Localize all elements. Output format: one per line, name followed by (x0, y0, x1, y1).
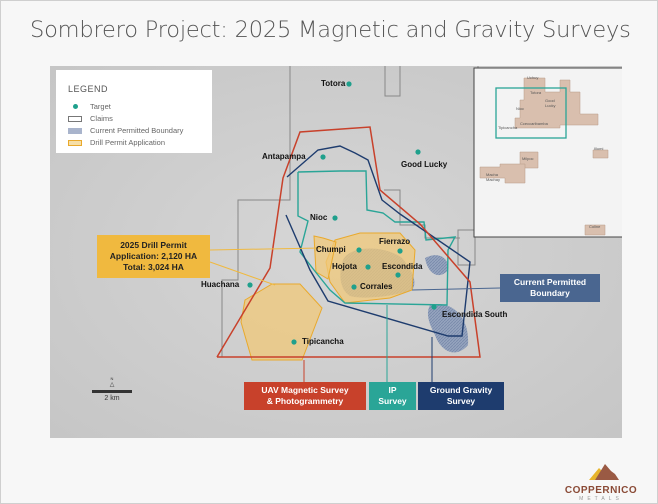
target-label: Totora (321, 79, 346, 88)
target-label: Fierrazo (379, 237, 411, 246)
coppernico-logo: COPPERNICO METALS (558, 462, 644, 502)
target-label: Antapampa (262, 152, 306, 161)
target-dot (395, 272, 401, 278)
target-dot (351, 284, 357, 290)
legend-item-target: Target (68, 102, 111, 111)
target-dot (397, 248, 403, 254)
target-label: Corrales (360, 282, 393, 291)
scale-bar: N △ 2 km (92, 376, 132, 402)
legend-item-permitted: Current Permitted Boundary (68, 126, 183, 135)
target-label: Escondida South (442, 310, 508, 319)
target-label: Tipicancha (302, 337, 344, 346)
uav-survey-boundary (216, 126, 481, 358)
drill-permit-callout: 2025 Drill Permit Application: 2,120 HA … (97, 235, 210, 278)
target-dot (415, 149, 421, 155)
inset-map (473, 67, 622, 238)
target-dot (291, 339, 297, 345)
orange-box-icon (68, 139, 82, 146)
gravity-survey-boundary (285, 145, 471, 337)
target-dot (320, 154, 326, 160)
ip-survey-boundary (297, 170, 457, 306)
hatched-box-icon (68, 127, 82, 134)
target-dot (332, 215, 338, 221)
uav-survey-callout: UAV Magnetic Survey & Photogrammetry (244, 382, 366, 410)
callout-leaders (209, 247, 501, 382)
claims-box-icon (68, 115, 82, 122)
target-dot (346, 81, 352, 87)
legend-item-drill-permit: Drill Permit Application (68, 138, 165, 147)
target-label: Escondida (382, 262, 423, 271)
mountain-logo-icon (589, 464, 619, 480)
target-dot (356, 247, 362, 253)
legend: LEGEND Target Claims Current Permitted B… (56, 70, 212, 153)
ip-survey-callout: IP Survey (369, 382, 416, 410)
drill-permit-areas (240, 232, 416, 361)
gravity-survey-callout: Ground Gravity Survey (418, 382, 504, 410)
legend-item-claims: Claims (68, 114, 113, 123)
slide-title: Sombrero Project: 2025 Magnetic and Grav… (30, 17, 631, 43)
permitted-boundary-callout: Current Permitted Boundary (500, 274, 600, 302)
north-arrow-icon: N △ (109, 376, 115, 388)
target-dot (365, 264, 371, 270)
target-label: Huachana (201, 280, 240, 289)
target-label: Good Lucky (401, 160, 448, 169)
legend-heading: LEGEND (68, 84, 109, 94)
target-label: Hojota (332, 262, 357, 271)
target-dot-icon (68, 103, 82, 110)
target-label: Nioc (310, 213, 328, 222)
target-label: Chumpi (316, 245, 346, 254)
scale-label: 2 km (104, 395, 120, 402)
target-dot (431, 304, 437, 310)
target-dot (247, 282, 253, 288)
